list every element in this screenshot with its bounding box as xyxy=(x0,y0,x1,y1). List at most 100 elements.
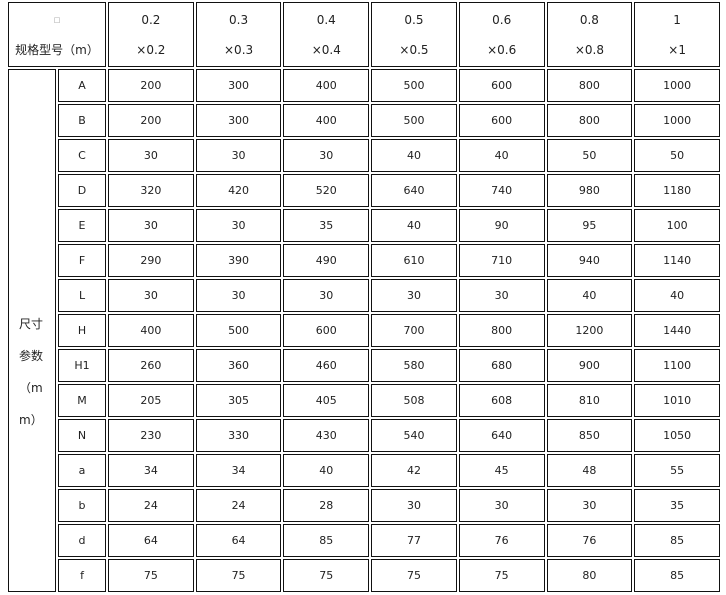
value-cell: 34 xyxy=(195,454,282,487)
value-cell: 305 xyxy=(195,384,282,417)
table-row: H1 260 360 460 580 680 900 1100 xyxy=(8,349,720,382)
value-cell: 940 xyxy=(546,244,633,277)
value-cell: 30 xyxy=(458,489,545,522)
value-cell: 30 xyxy=(546,489,633,522)
value-cell: 30 xyxy=(195,279,282,312)
value-cell: 700 xyxy=(371,314,457,347)
size-top: 0.2 xyxy=(141,12,161,27)
size-top: 0.8 xyxy=(579,12,599,27)
param-name-cell: C xyxy=(58,139,107,172)
size-column-header: 0.8 ×0.8 xyxy=(546,2,633,67)
value-cell: 75 xyxy=(108,559,194,592)
value-cell: 540 xyxy=(371,419,457,452)
value-cell: 460 xyxy=(283,349,370,382)
value-cell: 40 xyxy=(371,209,457,242)
size-top: 0.6 xyxy=(492,12,512,27)
size-top: 1 xyxy=(673,12,681,27)
value-cell: 1050 xyxy=(634,419,720,452)
value-cell: 75 xyxy=(458,559,545,592)
value-cell: 85 xyxy=(283,524,370,557)
value-cell: 490 xyxy=(283,244,370,277)
value-cell: 640 xyxy=(371,174,457,207)
value-cell: 1140 xyxy=(634,244,720,277)
param-name-cell: N xyxy=(58,419,107,452)
value-cell: 300 xyxy=(195,104,282,137)
value-cell: 900 xyxy=(546,349,633,382)
value-cell: 640 xyxy=(458,419,545,452)
value-cell: 200 xyxy=(108,69,194,102)
value-cell: 64 xyxy=(195,524,282,557)
table-row: a 34 34 40 42 45 48 55 xyxy=(8,454,720,487)
spec-header-cell: □ 规格型号（m） xyxy=(8,2,107,67)
value-cell: 1100 xyxy=(634,349,720,382)
value-cell: 405 xyxy=(283,384,370,417)
value-cell: 330 xyxy=(195,419,282,452)
value-cell: 30 xyxy=(371,489,457,522)
param-name-cell: d xyxy=(58,524,107,557)
value-cell: 75 xyxy=(371,559,457,592)
table-row: F 290 390 490 610 710 940 1140 xyxy=(8,244,720,277)
table-row: L 30 30 30 30 30 40 40 xyxy=(8,279,720,312)
param-name-cell: L xyxy=(58,279,107,312)
size-top: 0.5 xyxy=(404,12,424,27)
value-cell: 77 xyxy=(371,524,457,557)
table-row: f 75 75 75 75 75 80 85 xyxy=(8,559,720,592)
table-row: E 30 30 35 40 90 95 100 xyxy=(8,209,720,242)
value-cell: 24 xyxy=(195,489,282,522)
value-cell: 30 xyxy=(195,139,282,172)
value-cell: 30 xyxy=(458,279,545,312)
param-name-cell: E xyxy=(58,209,107,242)
size-bottom: ×0.3 xyxy=(224,42,254,57)
value-cell: 500 xyxy=(195,314,282,347)
value-cell: 300 xyxy=(195,69,282,102)
value-cell: 90 xyxy=(458,209,545,242)
value-cell: 600 xyxy=(283,314,370,347)
size-column-header: 0.2 ×0.2 xyxy=(108,2,194,67)
spec-table: □ 规格型号（m） 0.2 ×0.2 0.3 ×0.3 0.4 ×0.4 0.5 ×0.5 0.6 ×… xyxy=(6,0,722,594)
value-cell: 24 xyxy=(108,489,194,522)
size-top: 0.3 xyxy=(229,12,249,27)
table-row: d 64 64 85 77 76 76 85 xyxy=(8,524,720,557)
value-cell: 42 xyxy=(371,454,457,487)
table-row: b 24 24 28 30 30 30 35 xyxy=(8,489,720,522)
value-cell: 1000 xyxy=(634,104,720,137)
value-cell: 40 xyxy=(371,139,457,172)
value-cell: 64 xyxy=(108,524,194,557)
value-cell: 800 xyxy=(546,69,633,102)
header-row: □ 规格型号（m） 0.2 ×0.2 0.3 ×0.3 0.4 ×0.4 0.5 ×0.5 0.6 ×… xyxy=(8,2,720,67)
size-column-header: 1 ×1 xyxy=(634,2,720,67)
value-cell: 40 xyxy=(546,279,633,312)
param-name-cell: H xyxy=(58,314,107,347)
param-name-cell: M xyxy=(58,384,107,417)
value-cell: 1440 xyxy=(634,314,720,347)
value-cell: 205 xyxy=(108,384,194,417)
value-cell: 360 xyxy=(195,349,282,382)
value-cell: 30 xyxy=(108,209,194,242)
size-top: 0.4 xyxy=(316,12,336,27)
side-label-line: m） xyxy=(19,413,43,427)
value-cell: 400 xyxy=(283,104,370,137)
side-label-line: 尺寸 xyxy=(19,317,44,331)
table-row: M 205 305 405 508 608 810 1010 xyxy=(8,384,720,417)
value-cell: 290 xyxy=(108,244,194,277)
value-cell: 1200 xyxy=(546,314,633,347)
value-cell: 76 xyxy=(458,524,545,557)
value-cell: 30 xyxy=(283,139,370,172)
table-row: 尺寸 参数 （m m） A 200 300 400 500 600 800 1000 xyxy=(8,69,720,592)
size-column-header: 0.3 ×0.3 xyxy=(195,2,282,67)
size-column-header: 0.4 ×0.4 xyxy=(283,2,370,67)
value-cell: 600 xyxy=(458,104,545,137)
square-marker-icon: □ xyxy=(53,15,61,24)
value-cell: 30 xyxy=(195,209,282,242)
value-cell: 850 xyxy=(546,419,633,452)
value-cell: 50 xyxy=(546,139,633,172)
size-bottom: ×0.4 xyxy=(311,42,341,57)
value-cell: 1010 xyxy=(634,384,720,417)
value-cell: 420 xyxy=(195,174,282,207)
value-cell: 48 xyxy=(546,454,633,487)
value-cell: 75 xyxy=(195,559,282,592)
value-cell: 390 xyxy=(195,244,282,277)
size-bottom: ×0.5 xyxy=(399,42,429,57)
param-name-cell: B xyxy=(58,104,107,137)
value-cell: 430 xyxy=(283,419,370,452)
